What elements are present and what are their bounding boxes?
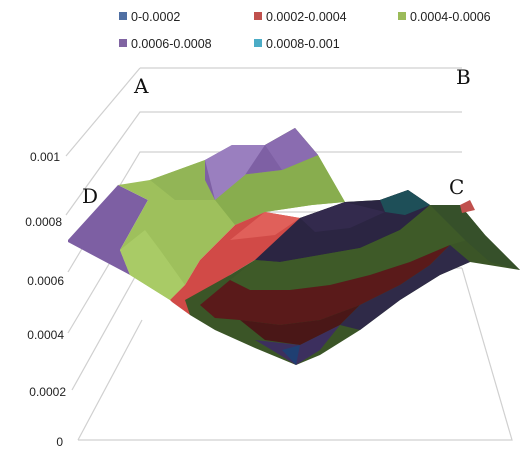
surface-facet — [230, 205, 485, 290]
surface-facet — [380, 190, 430, 215]
z-gridline-5 — [65, 67, 141, 157]
z-tick-5: 0.001 — [30, 150, 60, 164]
surface-facet — [230, 212, 300, 240]
z-axis-base — [77, 319, 143, 441]
z-tick-4: 0.0008 — [25, 215, 62, 229]
legend-label-3: 0.0004-0.0006 — [410, 10, 491, 24]
surface-facet — [300, 202, 385, 232]
legend-label-1: 0-0.0002 — [131, 10, 180, 24]
surface-facet — [282, 345, 300, 365]
surface-facet — [200, 245, 450, 325]
corner-labels: A B C D — [82, 65, 471, 208]
legend-swatch-2 — [254, 12, 262, 20]
z-tick-3: 0.0006 — [27, 274, 64, 288]
z-tick-1: 0.0002 — [29, 385, 66, 399]
surface-facet — [170, 212, 300, 315]
surface — [68, 128, 520, 365]
surface-facet — [265, 128, 318, 170]
surface-facet — [215, 155, 345, 225]
z-tick-0: 0 — [56, 435, 63, 449]
z-gridline-4 — [65, 111, 462, 216]
z-axis-ticks: 0 0.0002 0.0004 0.0006 0.0008 0.001 — [25, 150, 66, 449]
legend: 0-0.0002 0.0002-0.0004 0.0004-0.0006 0.0… — [119, 10, 491, 51]
corner-label-a: A — [133, 74, 149, 98]
legend-swatch-3 — [398, 12, 406, 20]
surface-facet — [430, 205, 520, 270]
z-tick-2: 0.0004 — [27, 328, 64, 342]
legend-label-5: 0.0008-0.001 — [266, 37, 340, 51]
corner-label-d: D — [82, 184, 98, 208]
legend-label-4: 0.0006-0.0008 — [131, 37, 212, 51]
legend-swatch-5 — [254, 39, 262, 47]
legend-swatch-1 — [119, 12, 127, 20]
surface-facet — [255, 325, 340, 365]
corner-label-b: B — [456, 65, 471, 89]
surface-facet — [120, 230, 185, 300]
surface-facet — [68, 185, 148, 275]
surface-facet — [340, 245, 470, 330]
legend-label-2: 0.0002-0.0004 — [266, 10, 347, 24]
floor-outline — [78, 267, 513, 441]
surface-facet — [205, 145, 265, 200]
legend-swatch-4 — [119, 39, 127, 47]
surface-facet — [240, 305, 360, 345]
corner-label-c: C — [449, 175, 464, 199]
surface-facet — [460, 200, 475, 213]
